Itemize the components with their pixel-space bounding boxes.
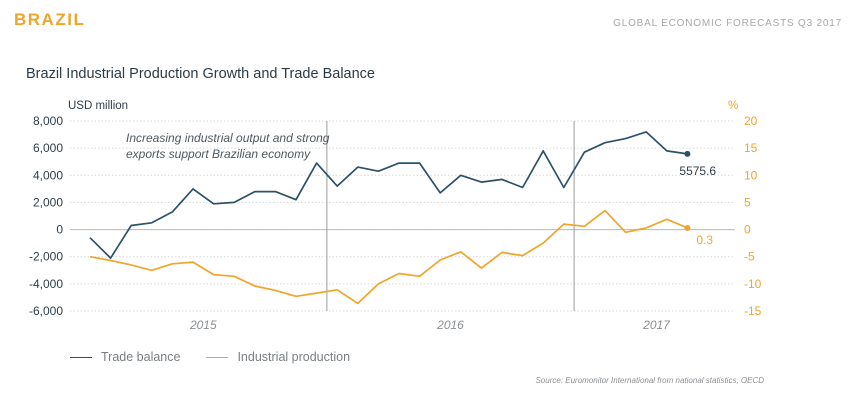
legend-item-trade: Trade balance [70, 350, 180, 364]
y-unit-left: USD million [68, 100, 128, 112]
legend-label-trade: Trade balance [101, 350, 181, 364]
y-tick-left: 0 [56, 223, 63, 237]
legend-item-industrial: Industrial production [206, 350, 350, 364]
industrial-production-end-label: 0.3 [696, 233, 713, 247]
y-tick-right: 5 [744, 195, 751, 209]
y-tick-left: -4,000 [29, 277, 63, 291]
trade-balance-end-marker [684, 150, 691, 157]
country-header: BRAZIL [14, 10, 86, 29]
y-unit-right: % [728, 100, 738, 112]
industrial-production-end-marker [684, 224, 691, 231]
y-tick-right: 20 [744, 114, 758, 128]
industrial-production-line [89, 209, 688, 305]
legend-label-industrial: Industrial production [237, 350, 351, 364]
y-tick-right: 10 [744, 168, 758, 182]
x-year-label: 2015 [189, 318, 217, 332]
y-tick-left: 6,000 [33, 141, 63, 155]
y-tick-left: 8,000 [33, 114, 63, 128]
annotation-text: Increasing industrial output and strong [126, 131, 330, 145]
y-tick-right: -10 [744, 277, 762, 291]
chart-title: Brazil Industrial Production Growth and … [26, 66, 375, 82]
trade-balance-line [89, 131, 688, 259]
report-header: GLOBAL ECONOMIC FORECASTS Q3 2017 [613, 18, 842, 29]
y-tick-left: -2,000 [29, 250, 63, 264]
x-year-label: 2016 [436, 318, 464, 332]
y-tick-right: -15 [744, 304, 762, 318]
legend-swatch-industrial [206, 356, 229, 358]
y-tick-left: -6,000 [29, 304, 63, 318]
x-year-label: 2017 [642, 318, 671, 332]
y-tick-right: 15 [744, 141, 758, 155]
legend: Trade balance Industrial production [70, 350, 376, 364]
trade-balance-end-label: 5575.6 [679, 164, 716, 178]
source-note: Source: Euromonitor International from n… [535, 376, 764, 385]
y-tick-left: 4,000 [33, 168, 63, 182]
y-tick-left: 2,000 [33, 195, 63, 209]
annotation-text: exports support Brazilian economy [126, 147, 311, 161]
y-tick-right: -5 [744, 250, 755, 264]
legend-swatch-trade [70, 356, 92, 358]
y-tick-right: 0 [744, 223, 751, 237]
